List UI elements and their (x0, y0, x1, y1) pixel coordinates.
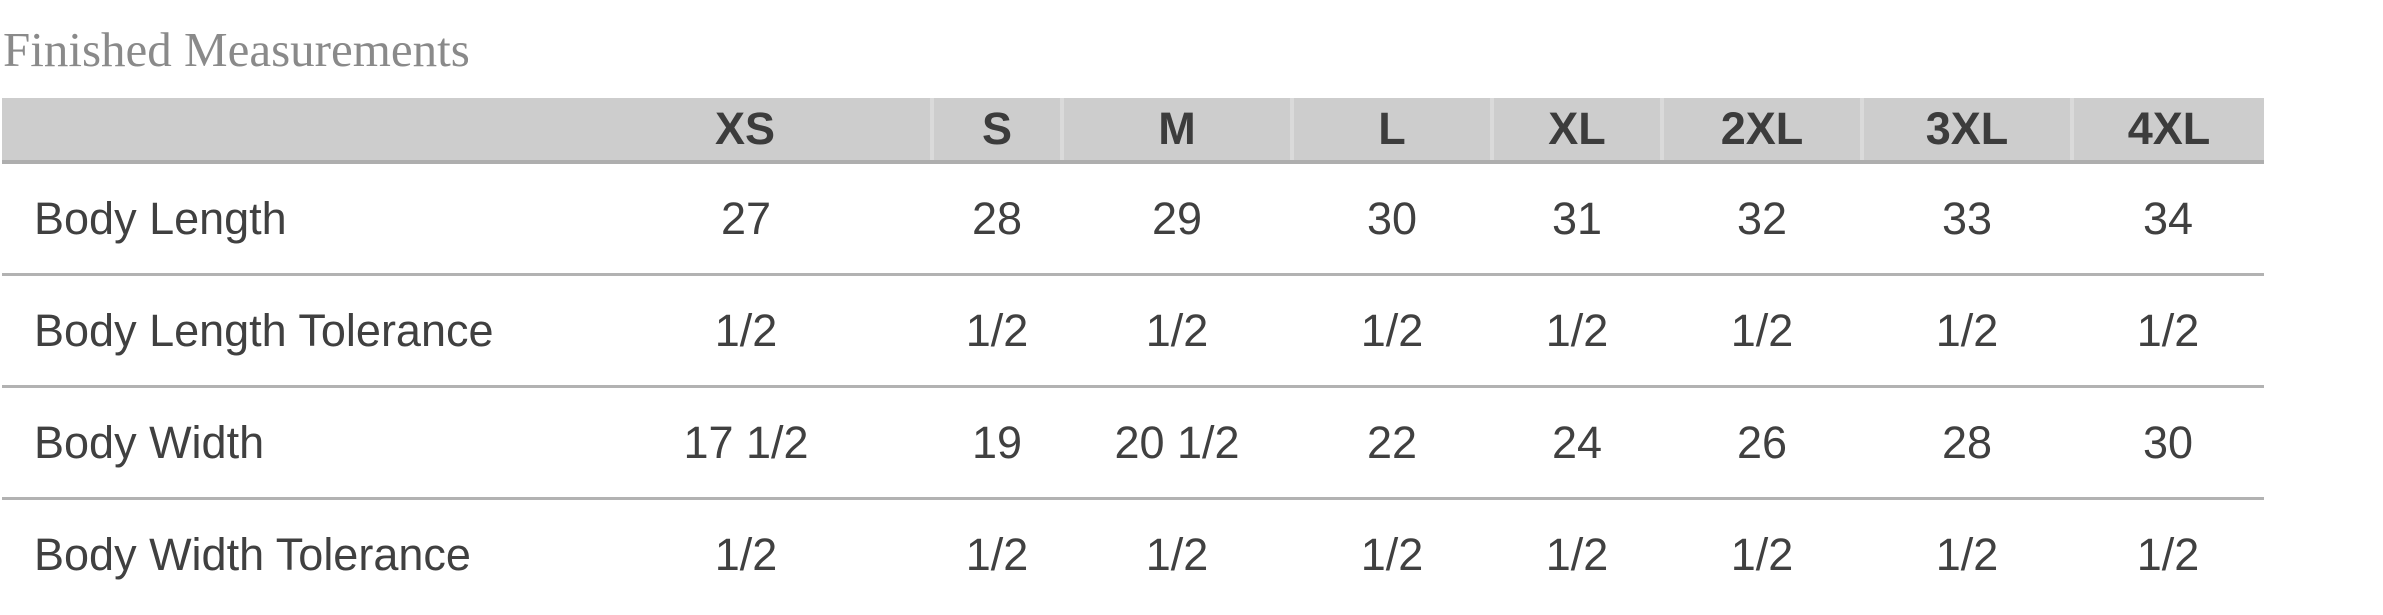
header-row: XS S M L XL 2XL 3XL 4XL (2, 98, 2264, 164)
measurement-cell: 1/2 (1062, 274, 1292, 388)
measurement-cell: 31 (1492, 162, 1662, 276)
measurement-cell: 30 (1292, 162, 1492, 276)
measurement-cell: 1/2 (2072, 274, 2264, 388)
measurement-cell: 1/2 (560, 498, 932, 609)
column-header-m: M (1060, 98, 1292, 164)
measurement-cell: 1/2 (932, 498, 1062, 609)
column-header-4xl: 4XL (2070, 98, 2264, 164)
measurement-cell: 1/2 (1292, 498, 1492, 609)
column-header-xl: XL (1490, 98, 1662, 164)
row-label: Body Length (2, 162, 560, 276)
measurement-cell: 1/2 (932, 274, 1062, 388)
measurement-cell: 19 (932, 386, 1062, 500)
finished-measurements-table: XS S M L XL 2XL 3XL 4XL Body Length 27 2… (2, 98, 2264, 609)
measurement-cell: 17 1/2 (560, 386, 932, 500)
measurement-cell: 1/2 (560, 274, 932, 388)
measurement-cell: 26 (1662, 386, 1862, 500)
measurement-cell: 34 (2072, 162, 2264, 276)
measurement-cell: 20 1/2 (1062, 386, 1292, 500)
measurement-cell: 28 (932, 162, 1062, 276)
measurement-cell: 1/2 (1862, 274, 2072, 388)
row-label: Body Width Tolerance (2, 498, 560, 609)
table-row-body-length: Body Length 27 28 29 30 31 32 33 34 (2, 162, 2264, 276)
measurement-cell: 24 (1492, 386, 1662, 500)
measurement-cell: 1/2 (2072, 498, 2264, 609)
measurement-cell: 22 (1292, 386, 1492, 500)
measurement-cell: 29 (1062, 162, 1292, 276)
table-row-body-length-tolerance: Body Length Tolerance 1/2 1/2 1/2 1/2 1/… (2, 274, 2264, 388)
table-row-body-width: Body Width 17 1/2 19 20 1/2 22 24 26 28 … (2, 386, 2264, 500)
row-label: Body Length Tolerance (2, 274, 560, 388)
measurement-cell: 30 (2072, 386, 2264, 500)
page-title: Finished Measurements (3, 22, 470, 77)
measurement-cell: 1/2 (1292, 274, 1492, 388)
measurement-cell: 1/2 (1662, 274, 1862, 388)
column-header-2xl: 2XL (1660, 98, 1862, 164)
measurement-cell: 28 (1862, 386, 2072, 500)
table-row-body-width-tolerance: Body Width Tolerance 1/2 1/2 1/2 1/2 1/2… (2, 498, 2264, 609)
measurement-cell: 1/2 (1492, 498, 1662, 609)
measurement-cell: 1/2 (1492, 274, 1662, 388)
column-header-xs: XS (560, 98, 932, 164)
measurement-cell: 27 (560, 162, 932, 276)
measurement-cell: 32 (1662, 162, 1862, 276)
header-corner-empty (2, 98, 560, 164)
column-header-3xl: 3XL (1860, 98, 2072, 164)
row-label: Body Width (2, 386, 560, 500)
column-header-l: L (1290, 98, 1492, 164)
measurement-cell: 1/2 (1862, 498, 2072, 609)
measurement-cell: 1/2 (1662, 498, 1862, 609)
column-header-s: S (930, 98, 1062, 164)
measurement-cell: 1/2 (1062, 498, 1292, 609)
measurement-cell: 33 (1862, 162, 2072, 276)
